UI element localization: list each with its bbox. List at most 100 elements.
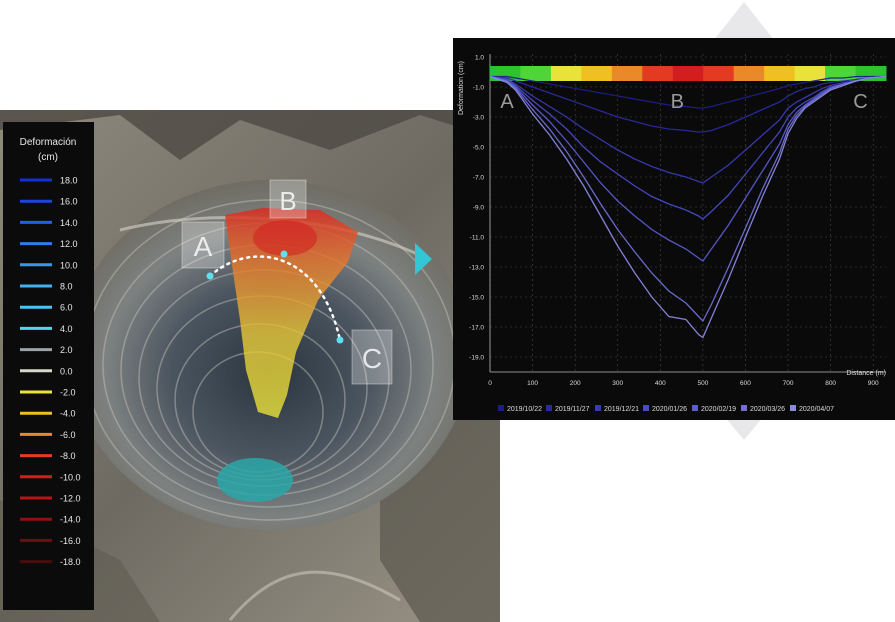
y-tick-label: -11.0: [470, 235, 485, 242]
status-bar-segment: [672, 66, 704, 81]
y-axis-ticks: 1.0 -1.0 -3.0 -5.0 -7.0 -9.0 -11.0 -13.0 -15.0 -1…: [469, 55, 484, 362]
legend-label: -6.0: [60, 430, 76, 440]
status-bar-segment: [764, 66, 796, 81]
profile-point-b: [280, 250, 288, 258]
chart-series: [489, 75, 887, 339]
chart-annotation: C: [853, 91, 867, 113]
legend-label: -4.0: [60, 409, 76, 419]
legend-label: 2019/10/22: [507, 406, 542, 413]
y-tick-label: 1.0: [475, 55, 484, 62]
x-tick-label: 800: [825, 380, 836, 387]
legend-label: 14.0: [60, 218, 78, 228]
legend-swatch: [546, 405, 552, 411]
y-tick-label: -9.0: [473, 205, 485, 212]
series-line-2020/04/07: [489, 75, 887, 339]
chart-annotation: A: [500, 91, 514, 113]
map-marker-a: A: [181, 221, 225, 269]
legend-panel: [3, 122, 94, 610]
legend-swatch: [741, 405, 747, 411]
legend-label: 2020/03/26: [750, 406, 785, 413]
legend-label: 2019/12/21: [604, 406, 639, 413]
x-tick-label: 100: [527, 380, 538, 387]
x-axis-label: Distance (m): [846, 370, 886, 377]
series-line-2020/02/19: [489, 75, 887, 262]
y-axis-label: Deformation (cm): [458, 61, 465, 115]
map-marker-label: B: [279, 186, 296, 216]
pit-lake: [217, 458, 293, 502]
y-tick-label: -5.0: [473, 145, 485, 152]
profile-point-c: [336, 336, 344, 344]
legend-swatch: [643, 405, 649, 411]
legend-label: 2020/04/07: [799, 406, 834, 413]
status-bar-segment: [733, 66, 765, 81]
legend-label: -18.0: [60, 557, 81, 567]
y-tick-label: -15.0: [469, 295, 484, 302]
legend-swatch: [790, 405, 796, 411]
y-tick-label: -17.0: [469, 325, 484, 332]
legend-label: 4.0: [60, 324, 73, 334]
legend-label: -14.0: [60, 515, 81, 525]
deformation-legend: Deformación (cm) 18.0 16.0 14.0 12.0 10.0 8.0…: [3, 122, 94, 610]
legend-label: 6.0: [60, 303, 73, 313]
chart-annotations: A B C: [500, 91, 867, 113]
legend-label: 2020/02/19: [701, 406, 736, 413]
chart-grid: [489, 54, 886, 373]
status-bar-segment: [581, 66, 613, 81]
legend-label: -16.0: [60, 536, 81, 546]
x-tick-label: 200: [570, 380, 581, 387]
legend-label: 12.0: [60, 239, 78, 249]
y-tick-label: -19.0: [469, 355, 484, 362]
x-tick-label: 600: [740, 380, 751, 387]
y-tick-label: -13.0: [469, 265, 484, 272]
max-deformation-zone: [253, 220, 317, 256]
legend-label: 16.0: [60, 197, 78, 207]
x-tick-label: 400: [655, 380, 666, 387]
series-line-2020/01/26: [489, 75, 887, 220]
series-line-2019/10/22: [490, 75, 886, 109]
legend-label: 2.0: [60, 345, 73, 355]
profile-point-a: [206, 272, 214, 280]
y-tick-label: -1.0: [473, 85, 485, 92]
y-tick-label: -7.0: [473, 175, 485, 182]
legend-label: 2019/11/27: [555, 406, 590, 413]
legend-title: Deformación: [20, 137, 77, 148]
status-bar-segment: [642, 66, 674, 81]
x-tick-label: 900: [868, 380, 879, 387]
series-line-2020/03/26: [489, 75, 887, 323]
status-bar-segment: [611, 66, 643, 81]
status-bar-segment: [520, 66, 552, 81]
legend-label: -2.0: [60, 388, 76, 398]
haul-road: [228, 570, 401, 621]
map-marker-b: B: [269, 179, 307, 219]
legend-swatch: [498, 405, 504, 411]
legend-label: -8.0: [60, 451, 76, 461]
map-marker-label: A: [194, 231, 213, 262]
profile-chart: 1.0 -1.0 -3.0 -5.0 -7.0 -9.0 -11.0 -13.0 -15.0 -1…: [453, 38, 895, 420]
deformation-heatmap-overlay: [225, 208, 358, 418]
x-tick-label: 700: [783, 380, 794, 387]
legend-label: 8.0: [60, 282, 73, 292]
x-tick-label: 0: [488, 380, 492, 387]
mountain-ridge: [0, 110, 500, 160]
chart-legend: 2019/10/22 2019/11/27 2019/12/21 2020/01/26…: [498, 405, 834, 413]
legend-items: 18.0 16.0 14.0 12.0 10.0 8.0 6.0 4.0 2.0 0.0 -2.0 -…: [20, 176, 81, 567]
status-bar-segment: [550, 66, 582, 81]
legend-label: -10.0: [60, 472, 81, 482]
map-marker-label: C: [362, 343, 382, 374]
x-tick-label: 500: [697, 380, 708, 387]
map-marker-c: C: [351, 329, 393, 385]
legend-swatch: [692, 405, 698, 411]
legend-swatch: [595, 405, 601, 411]
legend-label: 10.0: [60, 260, 78, 270]
legend-unit: (cm): [38, 152, 58, 163]
legend-label: 0.0: [60, 366, 73, 376]
profile-line: [208, 255, 342, 342]
arrow-icon: [415, 243, 432, 275]
x-axis-ticks: 0 100 200 300 400 500 600 700 800 900: [488, 380, 879, 387]
series-line-2019/12/21: [489, 75, 887, 184]
legend-label: 18.0: [60, 176, 78, 186]
deformation-status-bar: [490, 66, 887, 81]
y-tick-label: -3.0: [473, 115, 485, 122]
status-bar-segment: [794, 66, 826, 81]
